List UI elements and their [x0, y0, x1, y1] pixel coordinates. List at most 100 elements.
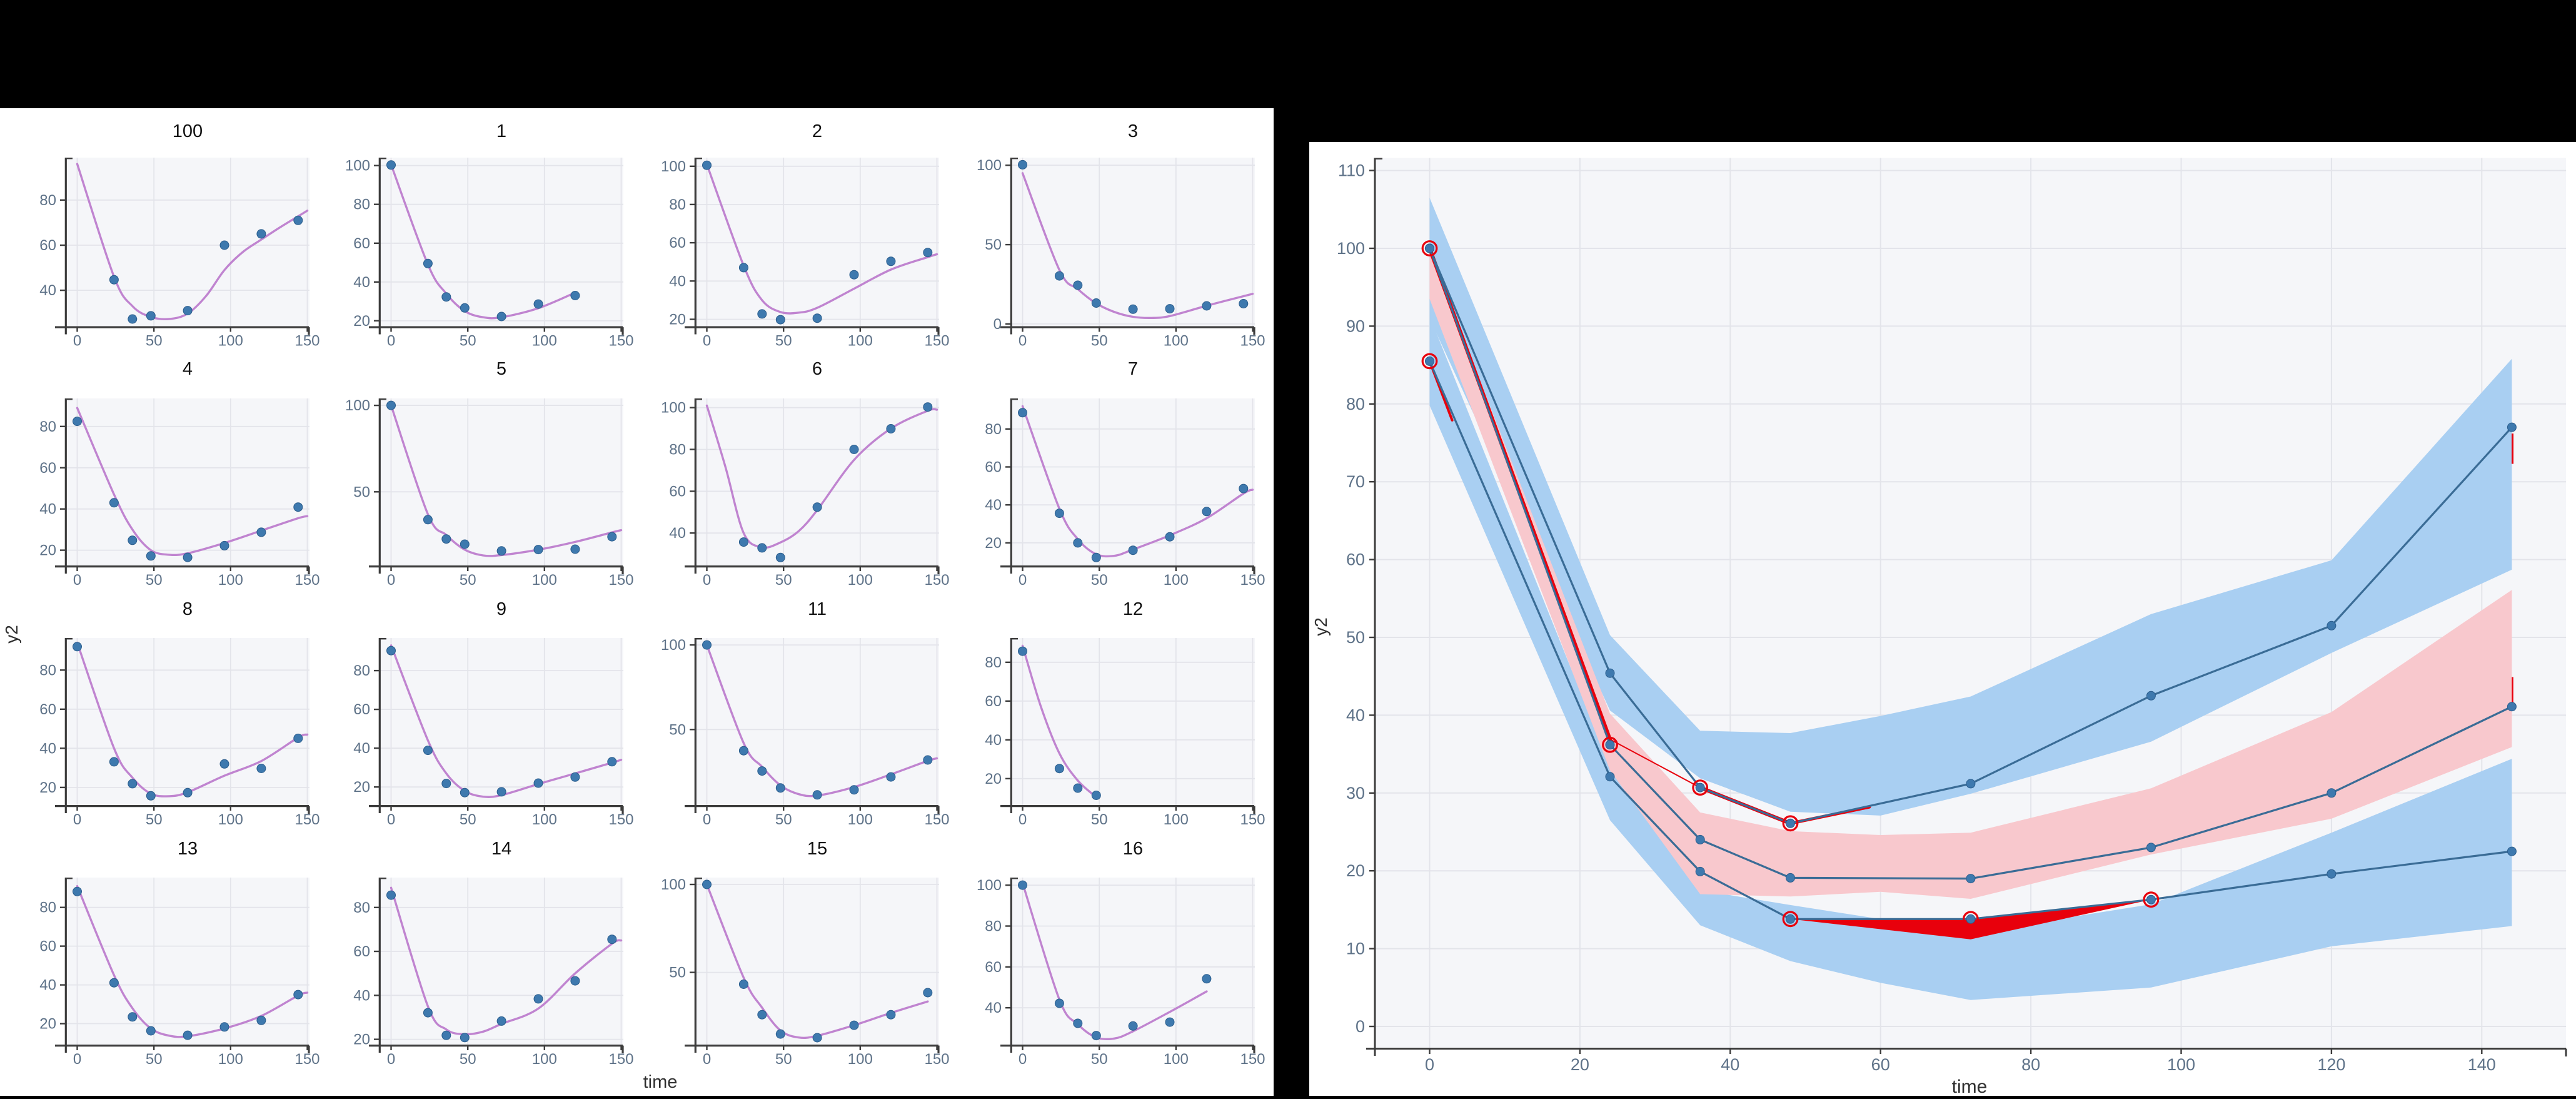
svg-text:0: 0 — [73, 333, 81, 350]
svg-text:8: 8 — [183, 599, 193, 619]
svg-text:150: 150 — [924, 572, 949, 589]
svg-text:60: 60 — [353, 943, 370, 960]
svg-text:100: 100 — [1164, 811, 1189, 828]
svg-text:80: 80 — [39, 418, 56, 435]
svg-text:11: 11 — [808, 599, 827, 619]
svg-text:60: 60 — [1871, 1055, 1890, 1074]
svg-text:100: 100 — [532, 333, 557, 350]
svg-text:60: 60 — [39, 938, 56, 955]
svg-text:5: 5 — [496, 359, 506, 379]
svg-text:50: 50 — [460, 811, 476, 828]
svg-text:12: 12 — [1123, 599, 1143, 619]
svg-text:4: 4 — [183, 359, 193, 379]
svg-text:13: 13 — [178, 839, 198, 859]
svg-text:100: 100 — [661, 158, 686, 175]
svg-text:50: 50 — [1091, 333, 1108, 350]
svg-text:60: 60 — [669, 235, 686, 251]
svg-text:y2: y2 — [1311, 617, 1331, 636]
svg-text:150: 150 — [294, 333, 319, 350]
svg-text:100: 100 — [532, 1051, 557, 1068]
svg-text:40: 40 — [353, 740, 370, 757]
svg-text:50: 50 — [146, 572, 163, 589]
svg-text:40: 40 — [1346, 706, 1365, 724]
svg-text:60: 60 — [39, 701, 56, 718]
svg-text:0: 0 — [73, 811, 81, 828]
svg-text:100: 100 — [218, 572, 243, 589]
svg-text:100: 100 — [848, 811, 873, 828]
svg-text:40: 40 — [353, 274, 370, 291]
svg-text:150: 150 — [294, 1051, 319, 1068]
svg-text:80: 80 — [353, 899, 370, 916]
svg-text:20: 20 — [353, 1031, 370, 1048]
svg-text:90: 90 — [1346, 317, 1365, 335]
svg-text:40: 40 — [1721, 1055, 1739, 1074]
svg-text:80: 80 — [669, 196, 686, 213]
svg-text:0: 0 — [1356, 1017, 1365, 1036]
svg-text:150: 150 — [924, 811, 949, 828]
svg-text:100: 100 — [1164, 1051, 1189, 1068]
svg-text:60: 60 — [39, 237, 56, 254]
svg-text:60: 60 — [1346, 550, 1365, 569]
svg-text:40: 40 — [985, 1000, 1002, 1016]
svg-text:140: 140 — [2468, 1055, 2496, 1074]
svg-text:0: 0 — [387, 811, 395, 828]
svg-text:60: 60 — [353, 235, 370, 252]
svg-text:40: 40 — [669, 273, 686, 290]
svg-text:16: 16 — [1123, 839, 1143, 859]
svg-text:50: 50 — [460, 333, 476, 350]
svg-text:60: 60 — [985, 959, 1002, 976]
svg-text:50: 50 — [775, 333, 792, 350]
svg-text:60: 60 — [353, 701, 370, 718]
svg-text:100: 100 — [218, 333, 243, 350]
svg-text:0: 0 — [387, 333, 395, 350]
svg-text:40: 40 — [985, 497, 1002, 514]
svg-text:100: 100 — [345, 158, 370, 175]
svg-text:3: 3 — [1128, 121, 1138, 141]
svg-text:20: 20 — [353, 779, 370, 796]
svg-text:50: 50 — [146, 1051, 163, 1068]
svg-text:150: 150 — [608, 572, 633, 589]
svg-text:60: 60 — [985, 459, 1002, 476]
svg-text:10: 10 — [1346, 939, 1365, 958]
svg-text:20: 20 — [353, 313, 370, 330]
svg-text:50: 50 — [1346, 628, 1365, 647]
svg-text:50: 50 — [669, 965, 686, 981]
svg-text:40: 40 — [985, 732, 1002, 749]
svg-text:150: 150 — [294, 811, 319, 828]
svg-text:0: 0 — [73, 572, 81, 589]
svg-text:110: 110 — [1338, 161, 1365, 180]
svg-text:20: 20 — [985, 771, 1002, 788]
svg-text:80: 80 — [353, 196, 370, 213]
svg-text:100: 100 — [977, 157, 1002, 174]
svg-text:40: 40 — [39, 282, 56, 299]
svg-text:80: 80 — [39, 192, 56, 209]
svg-text:40: 40 — [669, 525, 686, 542]
svg-text:50: 50 — [775, 1051, 792, 1068]
svg-text:80: 80 — [39, 662, 56, 679]
svg-text:80: 80 — [39, 899, 56, 916]
svg-text:6: 6 — [812, 359, 822, 379]
svg-text:150: 150 — [294, 572, 319, 589]
svg-text:150: 150 — [924, 333, 949, 350]
svg-text:7: 7 — [1128, 359, 1138, 379]
svg-text:0: 0 — [703, 1051, 711, 1068]
svg-text:20: 20 — [985, 535, 1002, 552]
svg-text:120: 120 — [2317, 1055, 2345, 1074]
svg-text:60: 60 — [669, 483, 686, 500]
svg-text:100: 100 — [532, 572, 557, 589]
svg-text:0: 0 — [703, 811, 711, 828]
svg-text:20: 20 — [1571, 1055, 1589, 1074]
svg-text:100: 100 — [661, 876, 686, 893]
svg-text:100: 100 — [173, 121, 203, 141]
svg-text:14: 14 — [491, 839, 511, 859]
svg-text:100: 100 — [661, 400, 686, 417]
svg-text:100: 100 — [1337, 239, 1365, 258]
svg-text:1: 1 — [496, 121, 506, 141]
svg-text:0: 0 — [73, 1051, 81, 1068]
svg-text:50: 50 — [460, 1051, 476, 1068]
svg-text:100: 100 — [848, 333, 873, 350]
svg-text:100: 100 — [848, 1051, 873, 1068]
svg-text:100: 100 — [848, 572, 873, 589]
svg-text:70: 70 — [1346, 472, 1365, 491]
svg-text:50: 50 — [1091, 811, 1108, 828]
